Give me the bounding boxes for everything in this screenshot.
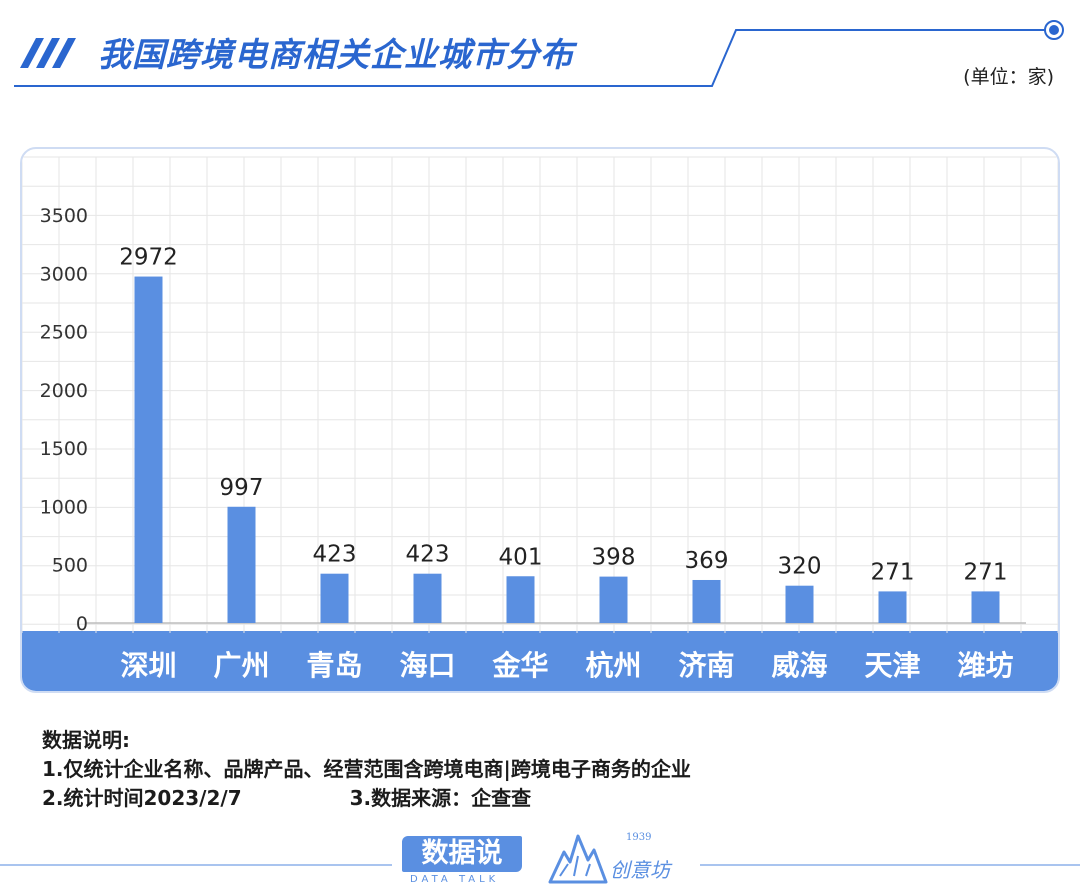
footer-line-left xyxy=(0,864,392,866)
data-talk-logo-text: 数据说 xyxy=(402,836,522,872)
y-tick-label: 500 xyxy=(52,555,88,577)
notes-heading: 数据说明: xyxy=(42,728,130,752)
data-label: 320 xyxy=(778,554,822,580)
header-underline xyxy=(14,29,1046,87)
x-tick-label: 金华 xyxy=(491,649,548,682)
data-label: 271 xyxy=(964,559,1008,585)
x-tick-label: 广州 xyxy=(213,649,269,682)
category-band xyxy=(22,631,1058,691)
y-tick-label: 0 xyxy=(76,613,88,635)
data-label: 423 xyxy=(406,542,450,568)
slash-stripes-icon xyxy=(20,38,76,68)
chart-title: 我国跨境电商相关企业城市分布 xyxy=(98,35,574,74)
bar xyxy=(227,506,256,623)
logo-name: 创意坊 xyxy=(610,858,670,882)
data-label: 2972 xyxy=(119,245,178,271)
x-tick-label: 海口 xyxy=(399,649,455,682)
chuangyifang-logo: 1939 创意坊 xyxy=(546,830,692,886)
bar xyxy=(413,573,442,623)
logo-year: 1939 xyxy=(626,832,652,843)
y-tick-label: 3000 xyxy=(40,263,88,285)
x-tick-label: 威海 xyxy=(771,649,827,682)
bar xyxy=(320,573,349,623)
mountain-icon xyxy=(548,834,608,884)
data-label: 398 xyxy=(592,545,636,571)
bar-chart: 0 500 1000 1500 2000 2500 3000 3500 2972 深圳 997 广州 4… xyxy=(22,156,1058,682)
notes-line-1: 1.仅统计企业名称、品牌产品、经营范围含跨境电商|跨境电子商务的企业 xyxy=(42,757,691,781)
y-tick-label: 2500 xyxy=(40,322,88,344)
footer-line-right xyxy=(700,864,1080,866)
data-notes: 数据说明: 1.仅统计企业名称、品牌产品、经营范围含跨境电商|跨境电子商务的企业… xyxy=(42,726,691,813)
bar xyxy=(785,585,814,623)
data-label: 997 xyxy=(220,475,264,501)
data-label: 271 xyxy=(871,559,915,585)
target-dot-icon xyxy=(1044,20,1064,40)
notes-line-2: 2.统计时间2023/2/7 xyxy=(42,786,242,810)
x-tick-label: 深圳 xyxy=(120,649,176,682)
data-label: 401 xyxy=(499,544,543,570)
x-tick-label: 青岛 xyxy=(306,649,362,682)
bar xyxy=(599,576,628,623)
bar xyxy=(134,276,163,623)
data-label: 369 xyxy=(685,548,729,574)
x-tick-label: 潍坊 xyxy=(957,649,1013,682)
x-tick-label: 济南 xyxy=(678,649,734,682)
data-talk-logo-sub: DATA TALK xyxy=(410,874,500,885)
header-decoration xyxy=(14,20,1064,87)
bar xyxy=(878,591,907,623)
data-label: 423 xyxy=(313,542,357,568)
x-tick-label: 杭州 xyxy=(585,649,641,682)
y-tick-label: 3500 xyxy=(40,205,88,227)
notes-line-3: 3.数据来源：企查查 xyxy=(349,786,532,810)
y-tick-label: 1500 xyxy=(40,438,88,460)
y-tick-label: 1000 xyxy=(40,496,88,518)
bar xyxy=(971,591,1000,623)
data-talk-logo: 数据说 DATA TALK xyxy=(402,836,526,886)
y-tick-label: 2000 xyxy=(40,380,88,402)
chart-card: 0 500 1000 1500 2000 2500 3000 3500 2972 深圳 997 广州 4… xyxy=(20,147,1060,693)
bar xyxy=(692,579,721,623)
bar xyxy=(506,576,535,623)
x-tick-label: 天津 xyxy=(864,649,920,682)
unit-label: (单位：家) xyxy=(963,66,1054,88)
